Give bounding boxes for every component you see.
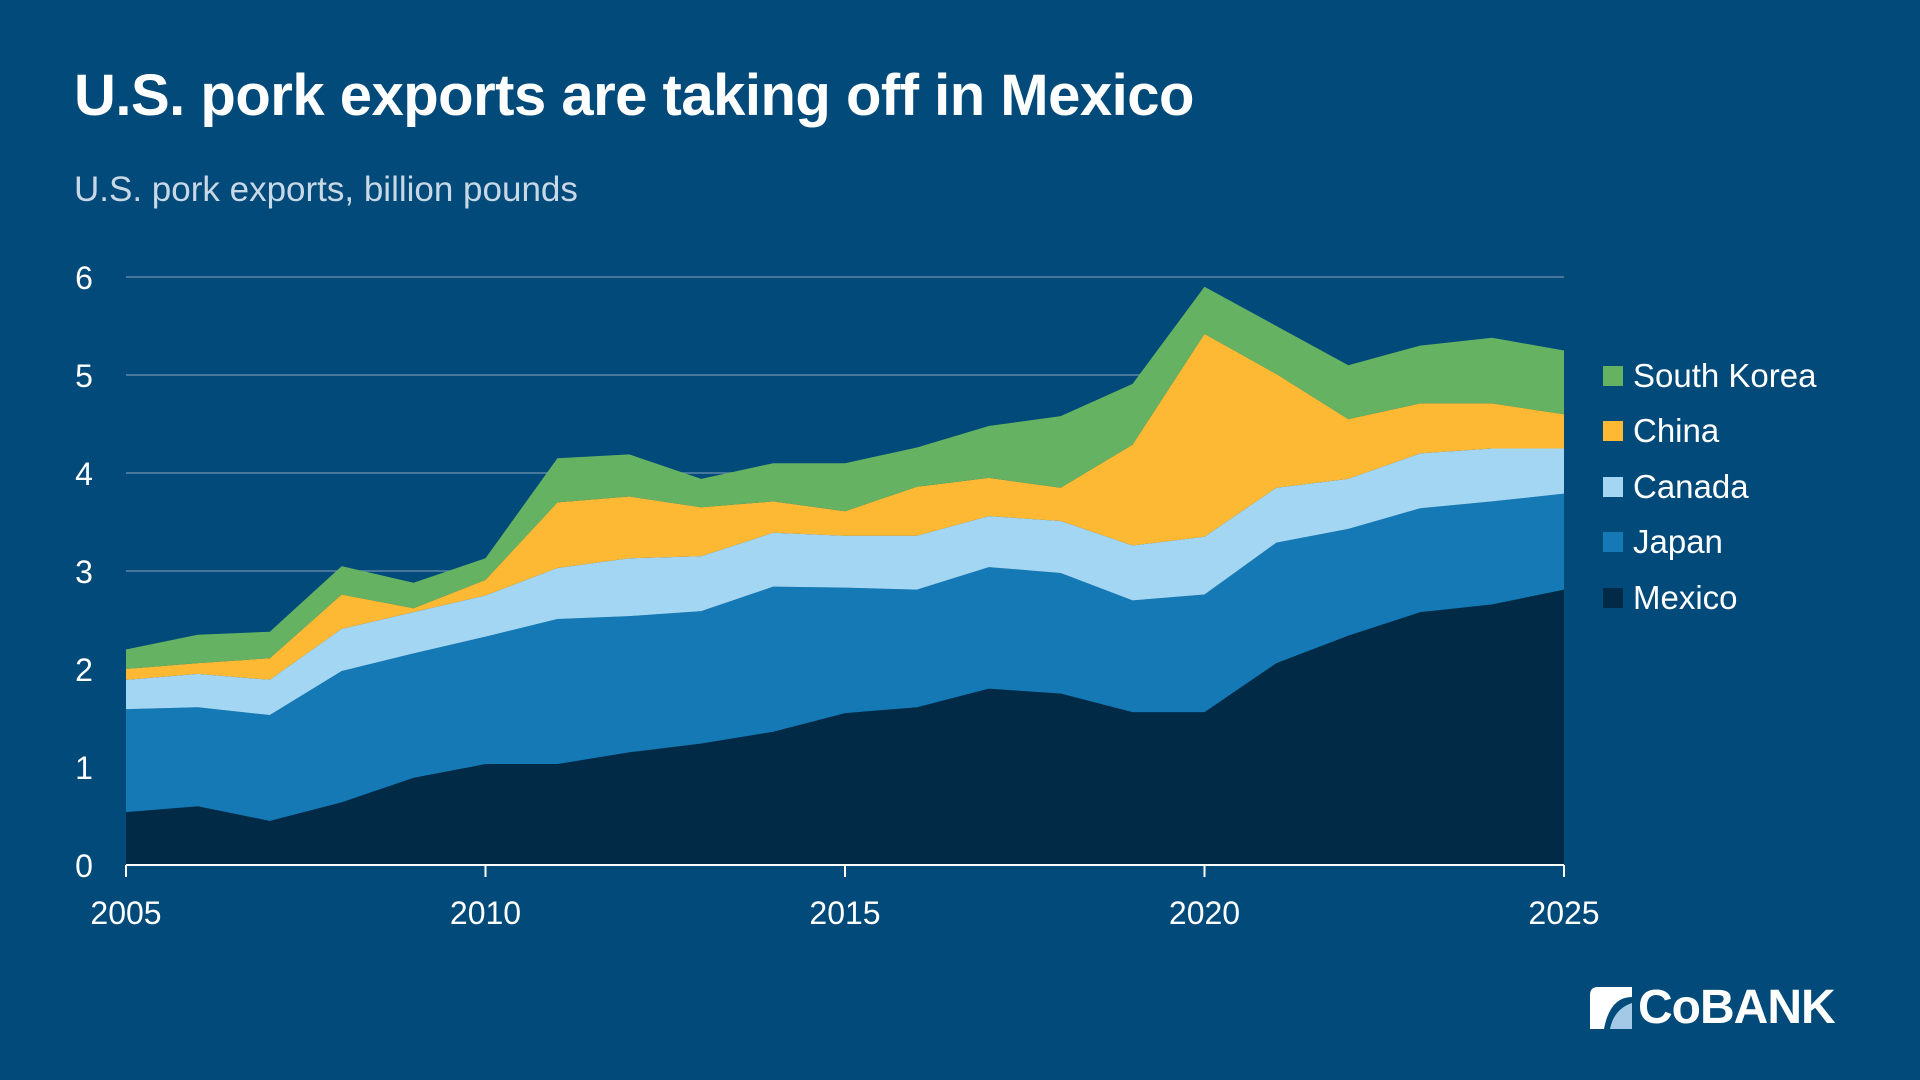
area-china (126, 333, 1564, 680)
legend-item: Japan (1603, 515, 1816, 571)
legend-swatch (1603, 421, 1623, 442)
area-mexico (126, 589, 1564, 865)
legend-swatch (1603, 587, 1623, 608)
legend-label: Mexico (1633, 578, 1738, 616)
legend: South Korea China Canada Japan Mexico (1603, 348, 1816, 626)
legend-swatch (1603, 532, 1623, 553)
y-tick-label: 6 (75, 260, 93, 296)
x-tick-label: 2015 (809, 895, 880, 931)
legend-item: Canada (1603, 459, 1816, 515)
area-japan (126, 493, 1564, 821)
y-tick-label: 4 (75, 456, 93, 492)
chart-subtitle: U.S. pork exports, billion pounds (74, 170, 578, 209)
legend-item: South Korea (1603, 348, 1816, 404)
x-tick-label: 2005 (90, 895, 161, 931)
legend-label: China (1633, 412, 1720, 450)
logo-text: CoBANK (1638, 981, 1836, 1034)
y-tick-label: 1 (75, 750, 93, 786)
legend-label: Japan (1633, 523, 1723, 561)
legend-swatch (1603, 476, 1623, 497)
y-tick-label: 5 (75, 358, 93, 394)
chart-title: U.S. pork exports are taking off in Mexi… (74, 63, 1194, 128)
area-canada (126, 448, 1564, 716)
y-tick-label: 2 (75, 652, 93, 688)
legend-item: China (1603, 404, 1816, 460)
legend-label: South Korea (1633, 356, 1817, 394)
cobank-logo: CoBANK (1590, 980, 1836, 1035)
x-tick-label: 2010 (450, 895, 521, 931)
x-tick-label: 2020 (1169, 895, 1240, 931)
area-south-korea (126, 286, 1564, 669)
legend-item: Mexico (1603, 570, 1816, 626)
y-tick-label: 3 (75, 554, 93, 590)
y-tick-label: 0 (75, 848, 93, 884)
legend-swatch (1603, 365, 1623, 386)
x-tick-label: 2025 (1528, 895, 1599, 931)
legend-label: Canada (1633, 467, 1749, 505)
cobank-logo-mark-icon (1590, 986, 1632, 1029)
